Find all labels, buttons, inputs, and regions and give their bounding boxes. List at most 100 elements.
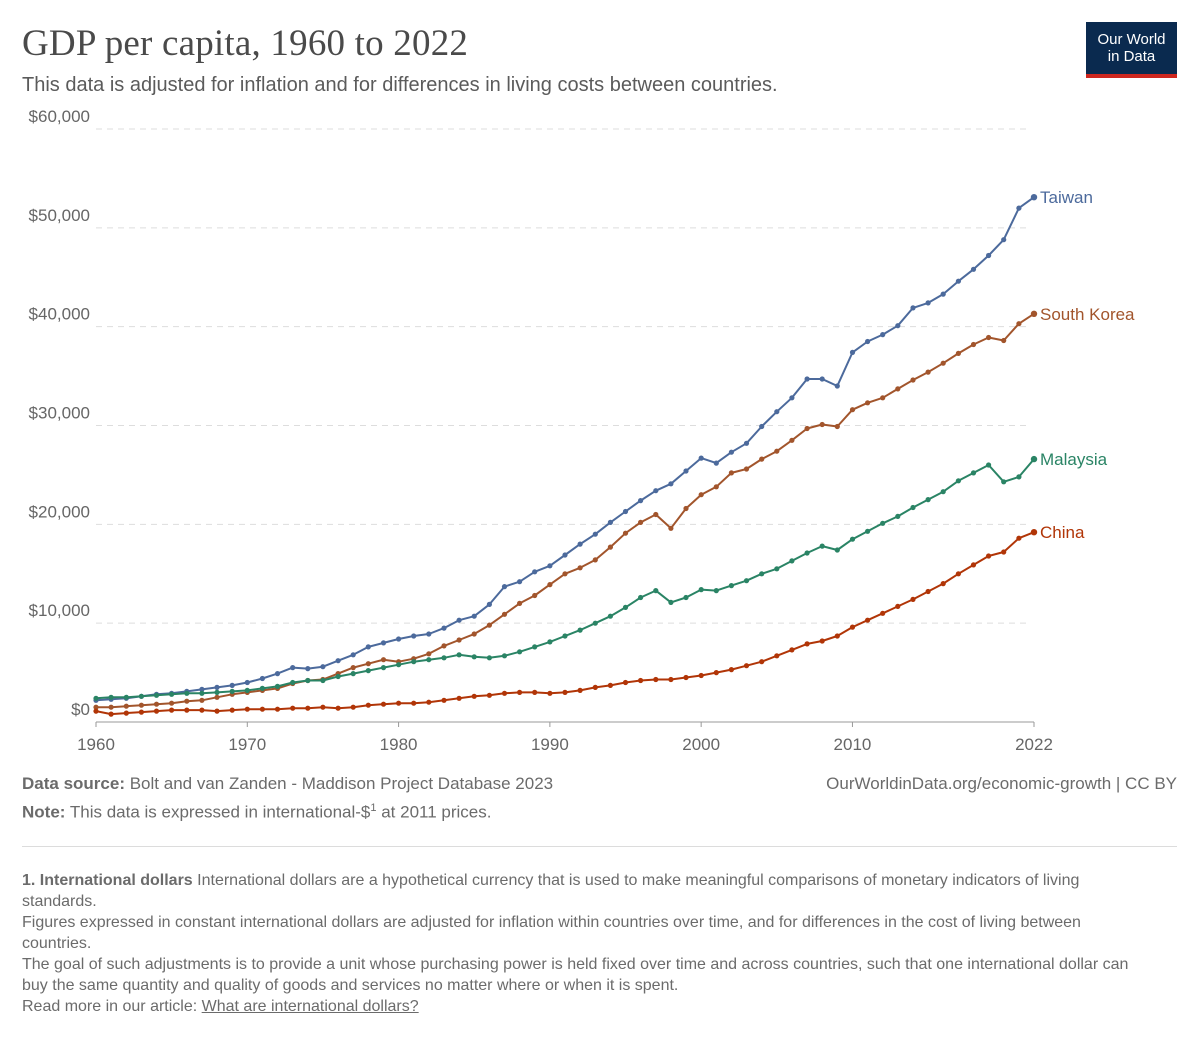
data-point[interactable] — [486, 601, 492, 607]
data-point[interactable] — [123, 703, 129, 709]
data-point[interactable] — [138, 693, 144, 699]
data-point[interactable] — [986, 462, 992, 468]
data-point[interactable] — [638, 498, 644, 504]
data-point[interactable] — [1016, 474, 1022, 480]
data-point[interactable] — [970, 341, 977, 348]
data-point[interactable] — [123, 694, 129, 700]
data-point[interactable] — [955, 350, 962, 356]
data-point[interactable] — [501, 653, 508, 659]
data-point[interactable] — [199, 690, 205, 696]
series-end-point[interactable] — [1030, 310, 1038, 317]
data-point[interactable] — [396, 662, 402, 668]
data-point[interactable] — [108, 694, 114, 700]
data-point[interactable] — [880, 520, 886, 526]
data-point[interactable] — [1016, 205, 1022, 211]
data-point[interactable] — [774, 566, 780, 572]
data-point[interactable] — [274, 671, 281, 677]
data-point[interactable] — [638, 677, 644, 684]
data-point[interactable] — [380, 640, 387, 646]
series-end-point[interactable] — [1030, 455, 1038, 463]
data-point[interactable] — [350, 652, 356, 658]
owid-logo[interactable]: Our World in Data — [1086, 22, 1177, 78]
data-point[interactable] — [532, 644, 538, 650]
data-point[interactable] — [789, 647, 795, 653]
data-point[interactable] — [607, 544, 614, 550]
series-line-taiwan[interactable] — [95, 196, 1035, 702]
data-point[interactable] — [834, 633, 840, 639]
data-point[interactable] — [305, 666, 311, 672]
data-point[interactable] — [532, 689, 538, 696]
data-point[interactable] — [184, 690, 190, 696]
data-point[interactable] — [895, 513, 901, 519]
data-point[interactable] — [471, 693, 477, 699]
data-point[interactable] — [970, 266, 977, 272]
data-point[interactable] — [713, 460, 719, 466]
data-point[interactable] — [577, 687, 583, 694]
data-point[interactable] — [592, 620, 598, 626]
data-point[interactable] — [1001, 237, 1007, 243]
series-end-point[interactable] — [1030, 194, 1038, 201]
data-point[interactable] — [880, 332, 886, 338]
data-point[interactable] — [229, 682, 235, 689]
data-point[interactable] — [214, 689, 220, 696]
data-point[interactable] — [320, 664, 326, 670]
data-point[interactable] — [93, 704, 99, 710]
data-point[interactable] — [910, 504, 916, 511]
data-point[interactable] — [789, 437, 795, 443]
data-point[interactable] — [1001, 337, 1007, 344]
data-point[interactable] — [547, 690, 553, 696]
data-point[interactable] — [774, 653, 780, 659]
data-point[interactable] — [471, 654, 477, 660]
data-point[interactable] — [335, 705, 341, 711]
data-point[interactable] — [532, 569, 538, 575]
data-point[interactable] — [365, 668, 371, 674]
data-point[interactable] — [305, 705, 311, 711]
data-point[interactable] — [320, 704, 326, 710]
data-point[interactable] — [138, 702, 144, 708]
data-point[interactable] — [108, 704, 114, 710]
data-point[interactable] — [350, 665, 356, 671]
data-point[interactable] — [759, 659, 765, 665]
data-point[interactable] — [789, 558, 795, 564]
data-point[interactable] — [486, 622, 492, 628]
data-point[interactable] — [849, 349, 856, 355]
data-point[interactable] — [501, 611, 508, 617]
data-point[interactable] — [668, 525, 674, 531]
data-point[interactable] — [743, 466, 750, 472]
data-point[interactable] — [622, 679, 629, 686]
data-point[interactable] — [562, 633, 568, 639]
data-point[interactable] — [880, 395, 886, 401]
series-label[interactable]: Malaysia — [1040, 450, 1108, 469]
data-point[interactable] — [501, 690, 508, 696]
data-point[interactable] — [865, 400, 871, 406]
data-point[interactable] — [517, 579, 523, 585]
data-point[interactable] — [804, 550, 810, 556]
data-point[interactable] — [592, 531, 598, 537]
data-point[interactable] — [683, 594, 689, 601]
data-point[interactable] — [411, 659, 417, 665]
data-point[interactable] — [169, 691, 175, 697]
data-point[interactable] — [728, 449, 735, 455]
data-point[interactable] — [819, 421, 825, 428]
data-point[interactable] — [456, 637, 462, 643]
data-point[interactable] — [895, 603, 901, 609]
data-point[interactable] — [653, 511, 659, 518]
data-point[interactable] — [517, 600, 523, 606]
data-point[interactable] — [577, 565, 583, 571]
data-point[interactable] — [169, 707, 175, 713]
data-point[interactable] — [638, 594, 644, 601]
data-point[interactable] — [441, 697, 447, 703]
data-point[interactable] — [426, 657, 432, 663]
data-point[interactable] — [880, 610, 886, 616]
data-point[interactable] — [713, 670, 719, 676]
data-point[interactable] — [804, 376, 810, 382]
data-point[interactable] — [486, 692, 492, 698]
data-point[interactable] — [940, 360, 946, 366]
data-point[interactable] — [229, 707, 235, 713]
data-point[interactable] — [365, 661, 371, 667]
data-point[interactable] — [199, 707, 205, 713]
data-point[interactable] — [380, 657, 387, 663]
data-point[interactable] — [199, 686, 205, 693]
international-dollars-link[interactable]: What are international dollars? — [201, 998, 419, 1015]
data-point[interactable] — [713, 484, 719, 490]
